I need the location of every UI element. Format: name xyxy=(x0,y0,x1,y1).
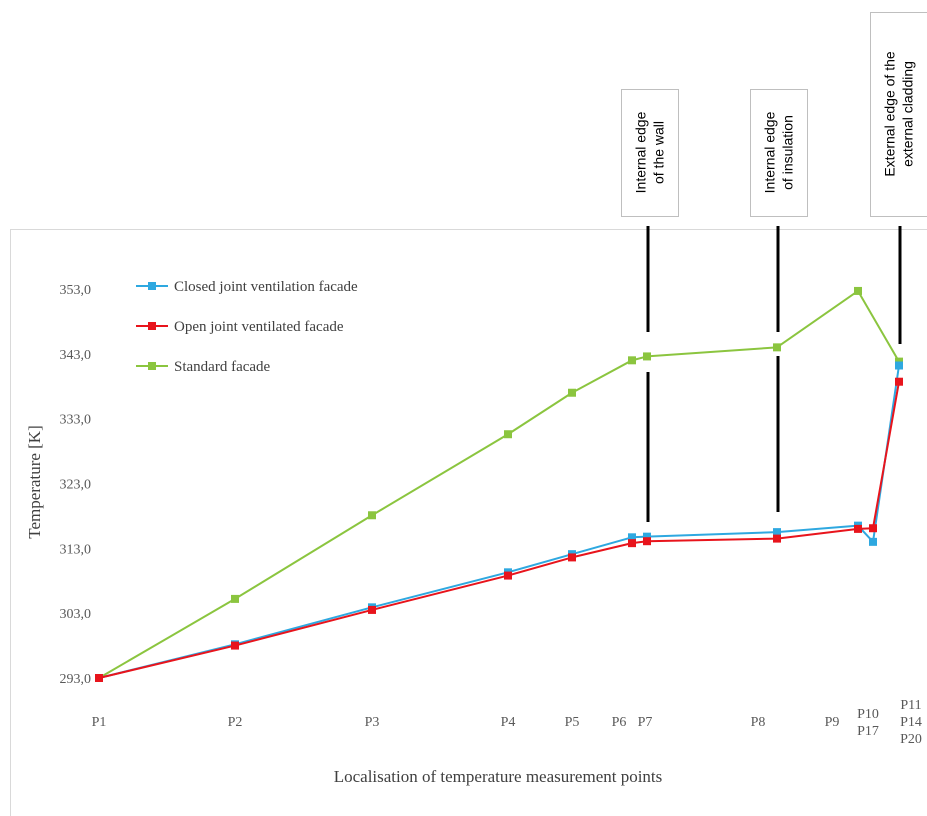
x-tick-label: P9 xyxy=(825,715,840,730)
data-point xyxy=(869,524,877,533)
x-axis-label: Localisation of temperature measurement … xyxy=(334,767,663,786)
data-point xyxy=(854,524,862,533)
data-point xyxy=(504,430,512,439)
y-axis-label: Temperature [K] xyxy=(25,425,44,539)
legend-label: Closed joint ventilation facade xyxy=(174,279,358,295)
y-tick-label: 293,0 xyxy=(60,672,92,687)
data-point xyxy=(628,539,636,548)
legend-label: Open joint ventilated facade xyxy=(174,319,344,335)
x-tick-label: P11 P14 P20 xyxy=(900,698,922,747)
data-point xyxy=(869,537,877,546)
x-tick-label: P2 xyxy=(228,715,243,730)
data-point xyxy=(568,553,576,562)
plot-frame xyxy=(10,229,927,816)
data-point xyxy=(895,361,903,370)
data-point xyxy=(773,343,781,352)
x-tick-label: P6 xyxy=(612,715,627,730)
data-point xyxy=(643,537,651,546)
x-tick-label: P5 xyxy=(565,715,580,730)
annotation-box xyxy=(621,89,679,217)
x-tick-label: P10 P17 xyxy=(857,707,879,739)
data-point xyxy=(643,532,651,541)
annotation-box xyxy=(870,12,927,217)
y-tick-label: 343,0 xyxy=(60,348,92,363)
x-tick-label: P3 xyxy=(365,715,380,730)
y-tick-label: 323,0 xyxy=(60,478,92,493)
annotation-text: Internal edge of insulation xyxy=(762,111,796,193)
data-point xyxy=(95,674,103,682)
data-point xyxy=(628,356,636,365)
annotation-text: External edge of the external cladding xyxy=(882,51,916,177)
y-tick-label: 333,0 xyxy=(60,413,92,428)
legend-swatch-marker xyxy=(148,322,156,330)
data-point xyxy=(854,286,862,295)
x-tick-label: P8 xyxy=(751,715,766,730)
data-point xyxy=(368,511,376,520)
data-point xyxy=(895,377,903,386)
data-point xyxy=(504,571,512,580)
data-point xyxy=(231,641,239,650)
data-point xyxy=(628,533,636,542)
data-point xyxy=(773,528,781,537)
x-tick-label: P1 xyxy=(92,715,107,730)
x-tick-label: P4 xyxy=(501,715,516,730)
x-tick-label: P7 xyxy=(638,715,653,730)
annotation-text: Internal edge of the wall xyxy=(633,111,667,193)
data-point xyxy=(231,594,239,603)
legend-swatch-marker xyxy=(148,282,156,290)
data-point xyxy=(773,534,781,543)
y-tick-label: 313,0 xyxy=(60,542,92,557)
annotation-box xyxy=(750,89,808,217)
y-tick-label: 353,0 xyxy=(60,283,92,298)
legend-swatch-marker xyxy=(148,362,156,370)
data-point xyxy=(568,388,576,397)
data-point xyxy=(368,605,376,614)
data-point xyxy=(643,352,651,361)
y-tick-label: 303,0 xyxy=(60,607,92,622)
series-line xyxy=(98,289,900,679)
legend-label: Standard facade xyxy=(174,359,271,375)
